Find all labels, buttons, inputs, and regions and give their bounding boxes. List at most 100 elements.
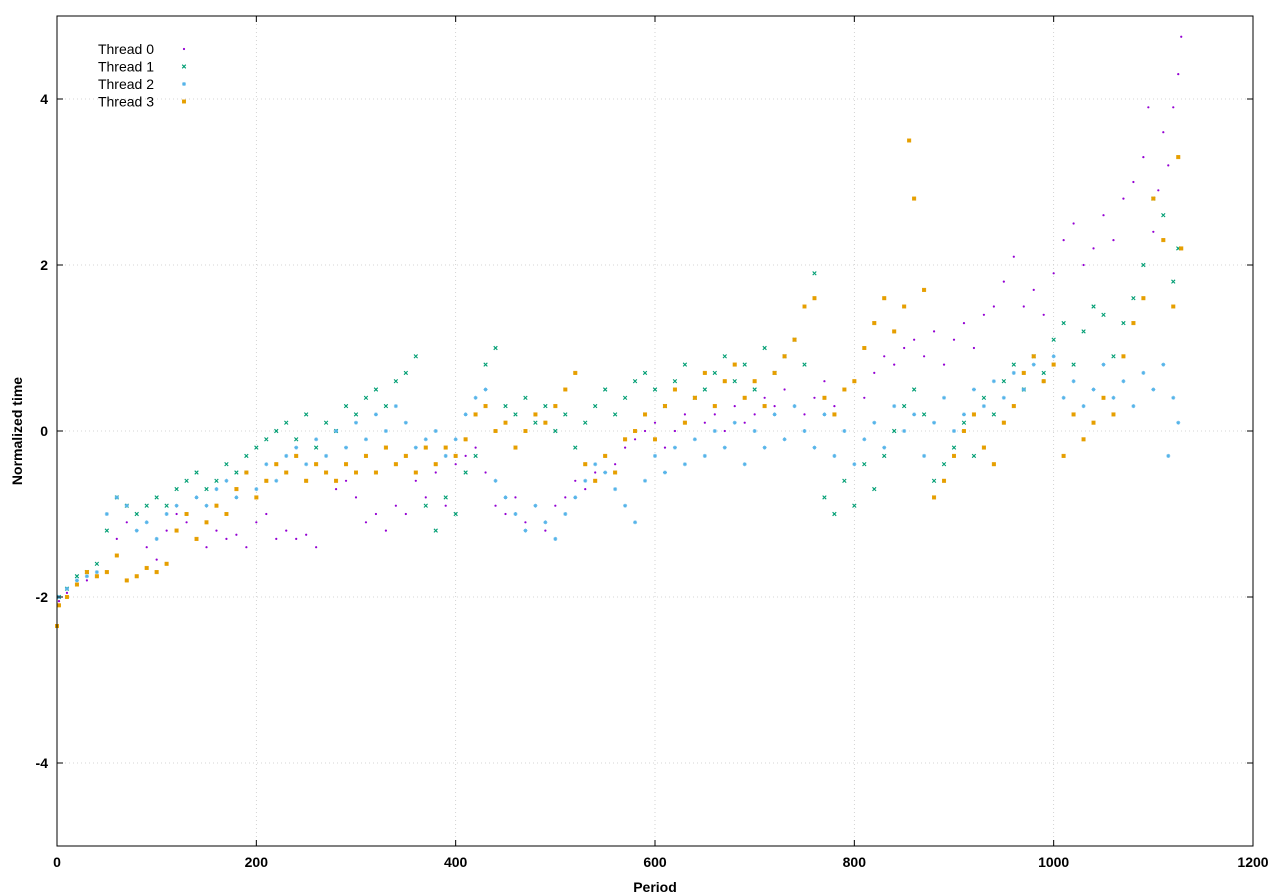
data-point xyxy=(513,412,518,417)
data-point xyxy=(602,387,608,392)
data-point xyxy=(907,138,912,143)
data-point xyxy=(124,503,129,508)
data-point xyxy=(961,412,966,417)
data-point xyxy=(673,429,677,433)
data-point xyxy=(553,536,558,541)
data-point xyxy=(85,579,88,582)
data-point xyxy=(304,478,309,483)
data-point xyxy=(932,330,936,333)
data-point xyxy=(234,495,239,500)
data-point xyxy=(265,512,268,516)
data-point xyxy=(514,496,517,499)
data-point xyxy=(144,565,149,570)
data-point xyxy=(443,453,448,458)
data-point xyxy=(1171,304,1176,309)
data-point xyxy=(224,462,229,467)
data-point xyxy=(643,429,647,433)
data-point xyxy=(783,388,786,391)
data-point xyxy=(264,437,269,442)
data-point xyxy=(164,561,169,566)
data-point xyxy=(991,379,996,384)
data-point xyxy=(1121,379,1126,384)
data-point xyxy=(323,420,329,425)
data-point xyxy=(862,346,867,351)
data-point xyxy=(214,487,219,492)
data-point xyxy=(574,479,577,482)
data-point xyxy=(833,405,836,408)
data-point xyxy=(1141,262,1146,268)
data-point xyxy=(1061,320,1066,326)
data-point xyxy=(872,486,877,492)
data-point xyxy=(313,445,319,450)
data-point xyxy=(184,512,189,517)
data-point xyxy=(483,404,488,409)
data-point xyxy=(612,412,618,417)
data-point xyxy=(194,536,199,541)
x-tick-label: 200 xyxy=(245,854,269,870)
data-point xyxy=(404,512,407,516)
data-point xyxy=(1111,395,1116,400)
data-point xyxy=(1071,362,1076,367)
data-point xyxy=(414,479,417,482)
data-point xyxy=(204,503,209,508)
data-point xyxy=(354,470,359,475)
data-point xyxy=(982,313,986,316)
legend-label: Thread 2 xyxy=(98,76,154,92)
data-point xyxy=(474,446,477,449)
data-point xyxy=(682,462,687,467)
legend-label: Thread 0 xyxy=(98,41,154,57)
data-point xyxy=(872,321,877,326)
data-point xyxy=(204,520,209,525)
data-point xyxy=(1001,395,1006,400)
data-point xyxy=(524,521,527,524)
data-point xyxy=(763,396,766,399)
data-point xyxy=(662,470,667,475)
data-point xyxy=(274,428,279,434)
data-point xyxy=(762,445,767,450)
data-point xyxy=(1121,320,1126,326)
data-point xyxy=(1081,404,1086,409)
data-point xyxy=(433,528,438,533)
data-point xyxy=(214,503,219,508)
data-point xyxy=(622,395,628,400)
data-point xyxy=(464,454,467,457)
data-point xyxy=(672,379,678,384)
data-point xyxy=(303,412,309,417)
data-point xyxy=(284,420,289,425)
data-point xyxy=(1167,164,1170,167)
data-point xyxy=(294,445,299,450)
data-point xyxy=(1171,279,1176,284)
data-point xyxy=(613,470,618,475)
data-point xyxy=(1131,404,1136,409)
data-point xyxy=(254,495,259,500)
data-point xyxy=(672,445,677,450)
data-point xyxy=(393,404,398,409)
data-point xyxy=(1031,362,1036,367)
data-point xyxy=(852,379,857,384)
data-point xyxy=(274,462,279,467)
data-point xyxy=(1011,370,1016,375)
data-point xyxy=(583,462,588,467)
data-point xyxy=(624,446,627,449)
legend-marker xyxy=(182,47,186,51)
data-point xyxy=(294,453,299,458)
data-point xyxy=(772,412,777,417)
data-point xyxy=(632,379,638,384)
data-point xyxy=(1166,453,1171,458)
data-point xyxy=(314,437,319,442)
data-point xyxy=(185,521,188,524)
data-point xyxy=(473,453,478,459)
data-point xyxy=(882,453,887,459)
data-point xyxy=(363,437,368,442)
data-point xyxy=(433,462,438,467)
data-point xyxy=(383,445,388,450)
y-tick-label: 0 xyxy=(40,423,48,439)
data-point xyxy=(155,558,158,561)
data-point xyxy=(57,600,61,603)
data-point xyxy=(743,421,746,424)
data-point xyxy=(732,362,737,367)
data-point xyxy=(483,387,488,392)
legend-label: Thread 3 xyxy=(98,94,154,110)
data-point xyxy=(275,537,278,541)
data-point xyxy=(124,578,129,583)
